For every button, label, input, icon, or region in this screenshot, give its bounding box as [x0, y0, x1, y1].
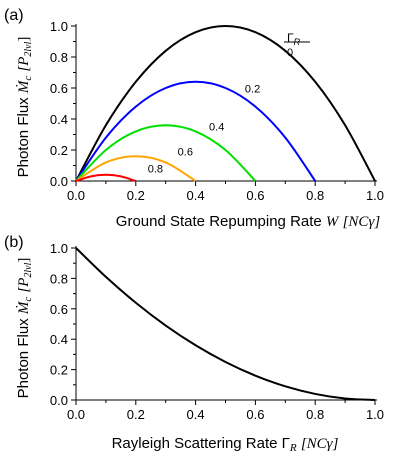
y-tick-label: 1.0 — [50, 19, 68, 34]
x-tick-label: 0.2 — [127, 188, 145, 203]
y-tick-label: 0.4 — [50, 332, 68, 347]
panel-b-xlabel: Rayleigh Scattering Rate ΓR [NCγ] — [112, 435, 339, 454]
panel-b-axes: 0.0 0.2 0.4 0.6 0.8 1.0 0.0 0.2 0.4 0.6 0.8 1.0 — [50, 241, 384, 422]
y-tick-label: 0.6 — [50, 81, 68, 96]
svg-text:Photon Flux Ṁc [P2lvl]: Photon Flux Ṁc [P2lvl] — [15, 258, 34, 399]
x-tick-label: 0.2 — [127, 407, 145, 422]
panel-a-series-labels: 0 0.2 0.4 0.6 0.8 — [148, 47, 293, 175]
series-line-0.6 — [75, 155, 197, 182]
series-line-0.4 — [75, 124, 257, 182]
y-tick-label: 0.2 — [50, 143, 68, 158]
series-label-0: 0 — [287, 47, 293, 59]
x-tick-label: 1.0 — [366, 407, 384, 422]
legend-header: ΓR — [284, 31, 310, 47]
y-tick-label: 0.0 — [50, 393, 68, 408]
x-tick-label: 1.0 — [366, 188, 384, 203]
x-tick-label: 0.4 — [187, 407, 205, 422]
x-tick-label: 0.8 — [306, 188, 324, 203]
series-label-0.6: 0.6 — [178, 146, 193, 158]
y-tick-label: 0.4 — [50, 112, 68, 127]
series-line-0 — [75, 24, 376, 182]
series-line-0.2 — [75, 80, 317, 182]
series-line-0.8 — [75, 173, 137, 182]
x-tick-label: 0.8 — [306, 407, 324, 422]
series-label-0.4: 0.4 — [209, 122, 224, 134]
series-label-0.8: 0.8 — [148, 163, 163, 175]
x-tick-label: 0.6 — [246, 407, 264, 422]
panel-b-label: (b) — [4, 234, 24, 251]
y-tick-label: 0.0 — [50, 174, 68, 189]
x-tick-label: 0.6 — [246, 188, 264, 203]
y-tick-label: 1.0 — [50, 241, 68, 256]
panel-a-axes: 0.0 0.2 0.4 0.6 0.8 1.0 0.0 0.2 0.4 0.6 0.8 1.0 — [50, 19, 384, 203]
panel-a-series — [75, 24, 376, 182]
y-tick-label: 0.8 — [50, 50, 68, 65]
x-tick-label: 0.4 — [187, 188, 205, 203]
panel-b-ylabel: Photon Flux Ṁc [P2lvl] — [15, 258, 34, 399]
panel-a-xlabel: Ground State Repumping Rate W [NCγ] — [116, 213, 381, 230]
panel-a-ylabel: Photon Flux Ṁc [P2lvl] — [15, 37, 34, 178]
svg-text:Photon Flux Ṁc [P2lvl]: Photon Flux Ṁc [P2lvl] — [15, 37, 34, 178]
y-tick-label: 0.8 — [50, 271, 68, 286]
panel-b: (b) 0.0 0.2 0.4 0.6 0.8 1.0 0.0 0.2 0.4 0.6 0.8 1.0… — [4, 234, 384, 454]
legend-header-text: ΓR — [287, 31, 301, 47]
x-tick-label: 0.0 — [67, 188, 85, 203]
y-tick-label: 0.2 — [50, 363, 68, 378]
y-tick-label: 0.6 — [50, 302, 68, 317]
panel-a-label: (a) — [4, 7, 24, 24]
x-tick-label: 0.0 — [67, 407, 85, 422]
panel-b-series — [75, 247, 376, 401]
series-label-0.2: 0.2 — [245, 84, 260, 96]
panel-a: (a) 0.0 0.2 0.4 0.6 0.8 1.0 0.0 0.2 0.4 0.6 0.8 1.0… — [4, 7, 384, 230]
series-line-0 — [75, 247, 376, 401]
